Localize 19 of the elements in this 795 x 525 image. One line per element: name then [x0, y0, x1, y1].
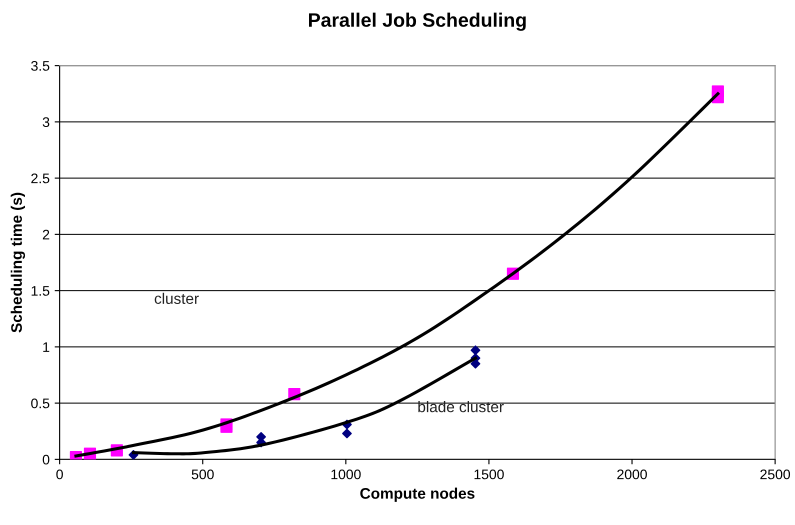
- x-tick-label: 500: [192, 469, 214, 480]
- y-axis-title: Scheduling time (s): [10, 192, 26, 333]
- x-tick-label: 2500: [760, 469, 790, 480]
- x-axis-title: Compute nodes: [360, 488, 474, 502]
- x-tick-label: 1500: [474, 469, 504, 480]
- y-tick-label: 3: [42, 117, 50, 128]
- y-tick-label: 1.5: [32, 286, 50, 296]
- y-tick-label: 2: [42, 230, 50, 240]
- annotation: cluster: [154, 292, 199, 304]
- annotation: blade cluster: [418, 401, 504, 412]
- chart-title: Parallel Job Scheduling: [309, 12, 526, 31]
- y-tick-label: 0.5: [31, 398, 50, 408]
- x-tick-label: 1000: [331, 469, 361, 480]
- x-tick-label: 0: [56, 469, 63, 480]
- y-tick-label: 0: [42, 454, 50, 465]
- y-tick-label: 1: [43, 342, 50, 352]
- y-tick-label: 2.5: [31, 173, 50, 184]
- y-tick-label: 3.5: [31, 60, 50, 71]
- x-tick-label: 2000: [617, 469, 647, 480]
